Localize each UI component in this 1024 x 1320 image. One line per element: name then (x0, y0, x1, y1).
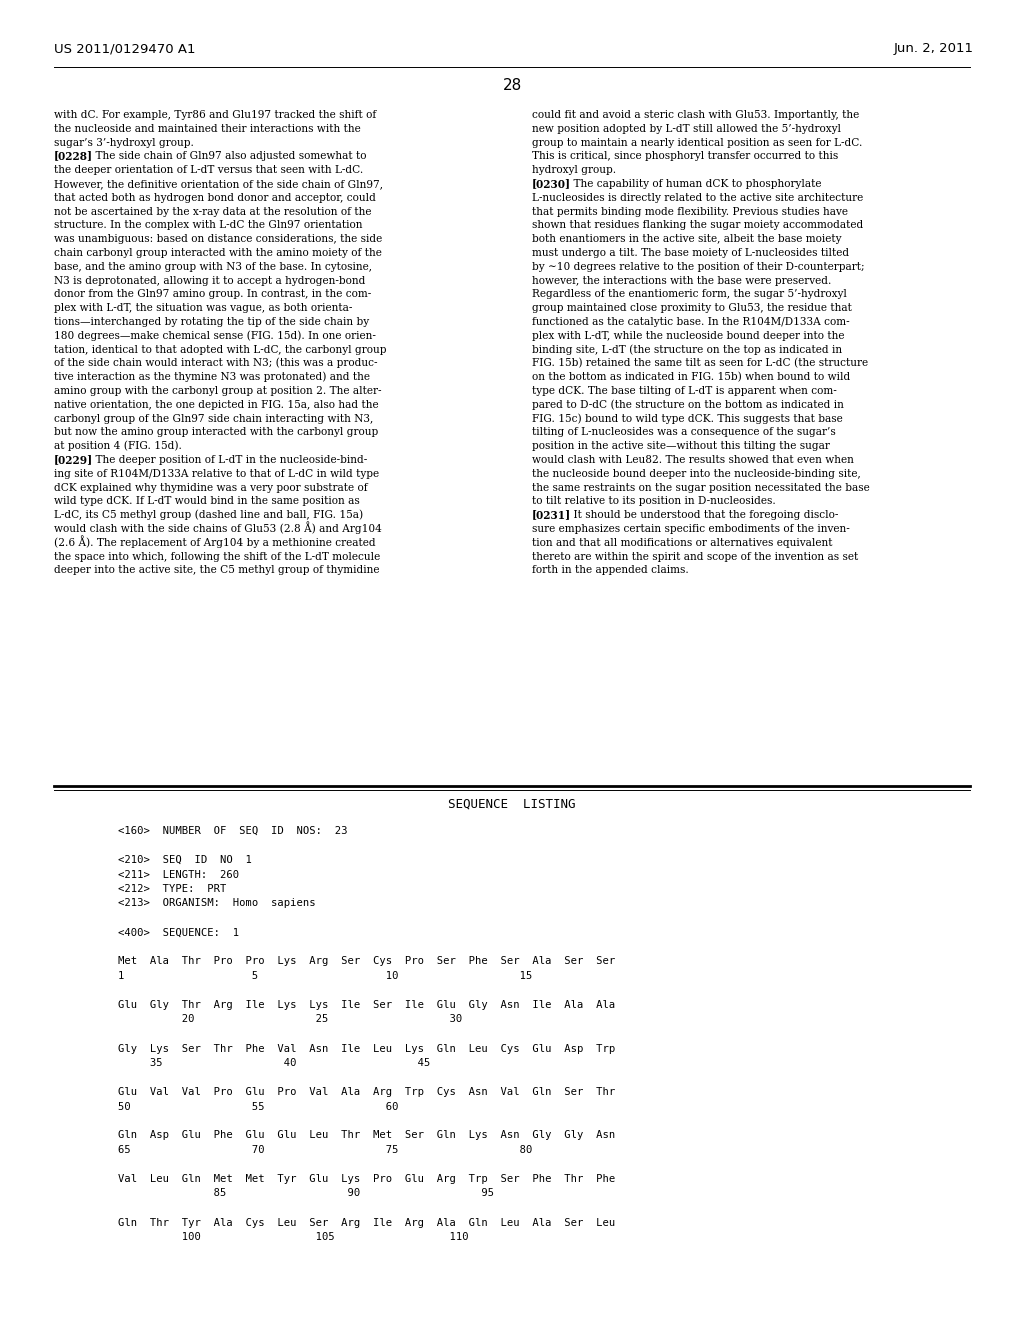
Text: hydroxyl group.: hydroxyl group. (532, 165, 616, 176)
Text: FIG. 15c) bound to wild type dCK. This suggests that base: FIG. 15c) bound to wild type dCK. This s… (532, 413, 843, 424)
Text: tilting of L-nucleosides was a consequence of the sugar’s: tilting of L-nucleosides was a consequen… (532, 428, 836, 437)
Text: that acted both as hydrogen bond donor and acceptor, could: that acted both as hydrogen bond donor a… (54, 193, 376, 203)
Text: sugar’s 3’-hydroxyl group.: sugar’s 3’-hydroxyl group. (54, 137, 194, 148)
Text: base, and the amino group with N3 of the base. In cytosine,: base, and the amino group with N3 of the… (54, 261, 372, 272)
Text: [0229]: [0229] (54, 454, 93, 465)
Text: [0228]: [0228] (54, 150, 93, 161)
Text: both enantiomers in the active site, albeit the base moiety: both enantiomers in the active site, alb… (532, 234, 842, 244)
Text: group to maintain a nearly identical position as seen for L-dC.: group to maintain a nearly identical pos… (532, 137, 862, 148)
Text: L-dC, its C5 methyl group (dashed line and ball, FIG. 15a): L-dC, its C5 methyl group (dashed line a… (54, 510, 364, 520)
Text: was unambiguous: based on distance considerations, the side: was unambiguous: based on distance consi… (54, 234, 382, 244)
Text: structure. In the complex with L-dC the Gln97 orientation: structure. In the complex with L-dC the … (54, 220, 362, 231)
Text: chain carbonyl group interacted with the amino moiety of the: chain carbonyl group interacted with the… (54, 248, 382, 257)
Text: <212>  TYPE:  PRT: <212> TYPE: PRT (118, 884, 226, 894)
Text: functioned as the catalytic base. In the R104M/D133A com-: functioned as the catalytic base. In the… (532, 317, 850, 327)
Text: carbonyl group of the Gln97 side chain interacting with N3,: carbonyl group of the Gln97 side chain i… (54, 413, 374, 424)
Text: Gln  Asp  Glu  Phe  Glu  Glu  Leu  Thr  Met  Ser  Gln  Lys  Asn  Gly  Gly  Asn: Gln Asp Glu Phe Glu Glu Leu Thr Met Ser … (118, 1130, 615, 1140)
Text: type dCK. The base tilting of L-dT is apparent when com-: type dCK. The base tilting of L-dT is ap… (532, 385, 837, 396)
Text: plex with L-dT, the situation was vague, as both orienta-: plex with L-dT, the situation was vague,… (54, 304, 352, 313)
Text: <400>  SEQUENCE:  1: <400> SEQUENCE: 1 (118, 928, 240, 937)
Text: 180 degrees—make chemical sense (FIG. 15d). In one orien-: 180 degrees—make chemical sense (FIG. 15… (54, 330, 376, 341)
Text: [0231]: [0231] (532, 510, 571, 520)
Text: position in the active site—without this tilting the sugar: position in the active site—without this… (532, 441, 829, 451)
Text: shown that residues flanking the sugar moiety accommodated: shown that residues flanking the sugar m… (532, 220, 863, 231)
Text: 35                   40                   45: 35 40 45 (118, 1059, 430, 1068)
Text: the deeper orientation of L-dT versus that seen with L-dC.: the deeper orientation of L-dT versus th… (54, 165, 364, 176)
Text: FIG. 15b) retained the same tilt as seen for L-dC (the structure: FIG. 15b) retained the same tilt as seen… (532, 358, 868, 368)
Text: Glu  Val  Val  Pro  Glu  Pro  Val  Ala  Arg  Trp  Cys  Asn  Val  Gln  Ser  Thr: Glu Val Val Pro Glu Pro Val Ala Arg Trp … (118, 1086, 615, 1097)
Text: sure emphasizes certain specific embodiments of the inven-: sure emphasizes certain specific embodim… (532, 524, 850, 535)
Text: 28: 28 (503, 78, 521, 92)
Text: the nucleoside bound deeper into the nucleoside-binding site,: the nucleoside bound deeper into the nuc… (532, 469, 861, 479)
Text: Glu  Gly  Thr  Arg  Ile  Lys  Lys  Ile  Ser  Ile  Glu  Gly  Asn  Ile  Ala  Ala: Glu Gly Thr Arg Ile Lys Lys Ile Ser Ile … (118, 1001, 615, 1010)
Text: SEQUENCE  LISTING: SEQUENCE LISTING (449, 799, 575, 810)
Text: <160>  NUMBER  OF  SEQ  ID  NOS:  23: <160> NUMBER OF SEQ ID NOS: 23 (118, 826, 347, 836)
Text: must undergo a tilt. The base moiety of L-nucleosides tilted: must undergo a tilt. The base moiety of … (532, 248, 849, 257)
Text: US 2011/0129470 A1: US 2011/0129470 A1 (54, 42, 196, 55)
Text: The side chain of Gln97 also adjusted somewhat to: The side chain of Gln97 also adjusted so… (82, 152, 367, 161)
Text: group maintained close proximity to Glu53, the residue that: group maintained close proximity to Glu5… (532, 304, 852, 313)
Text: tive interaction as the thymine N3 was protonated) and the: tive interaction as the thymine N3 was p… (54, 372, 370, 383)
Text: however, the interactions with the base were preserved.: however, the interactions with the base … (532, 276, 831, 285)
Text: the space into which, following the shift of the L-dT molecule: the space into which, following the shif… (54, 552, 380, 561)
Text: binding site, L-dT (the structure on the top as indicated in: binding site, L-dT (the structure on the… (532, 345, 842, 355)
Text: 65                   70                   75                   80: 65 70 75 80 (118, 1144, 532, 1155)
Text: would clash with the side chains of Glu53 (2.8 Å) and Arg104: would clash with the side chains of Glu5… (54, 521, 382, 535)
Text: N3 is deprotonated, allowing it to accept a hydrogen-bond: N3 is deprotonated, allowing it to accep… (54, 276, 366, 285)
Text: 1                    5                    10                   15: 1 5 10 15 (118, 972, 532, 981)
Text: of the side chain would interact with N3; (this was a produc-: of the side chain would interact with N3… (54, 358, 378, 368)
Text: Jun. 2, 2011: Jun. 2, 2011 (894, 42, 974, 55)
Text: wild type dCK. If L-dT would bind in the same position as: wild type dCK. If L-dT would bind in the… (54, 496, 359, 507)
Text: native orientation, the one depicted in FIG. 15a, also had the: native orientation, the one depicted in … (54, 400, 379, 409)
Text: but now the amino group interacted with the carbonyl group: but now the amino group interacted with … (54, 428, 378, 437)
Text: that permits binding mode flexibility. Previous studies have: that permits binding mode flexibility. P… (532, 207, 848, 216)
Text: <211>  LENGTH:  260: <211> LENGTH: 260 (118, 870, 240, 879)
Text: not be ascertained by the x-ray data at the resolution of the: not be ascertained by the x-ray data at … (54, 207, 372, 216)
Text: by ∼10 degrees relative to the position of their D-counterpart;: by ∼10 degrees relative to the position … (532, 261, 864, 272)
Text: The capability of human dCK to phosphorylate: The capability of human dCK to phosphory… (560, 180, 822, 189)
Text: Regardless of the enantiomeric form, the sugar 5’-hydroxyl: Regardless of the enantiomeric form, the… (532, 289, 847, 300)
Text: Val  Leu  Gln  Met  Met  Tyr  Glu  Lys  Pro  Glu  Arg  Trp  Ser  Phe  Thr  Phe: Val Leu Gln Met Met Tyr Glu Lys Pro Glu … (118, 1173, 615, 1184)
Text: the same restraints on the sugar position necessitated the base: the same restraints on the sugar positio… (532, 483, 869, 492)
Text: tions—interchanged by rotating the tip of the side chain by: tions—interchanged by rotating the tip o… (54, 317, 369, 327)
Text: donor from the Gln97 amino group. In contrast, in the com-: donor from the Gln97 amino group. In con… (54, 289, 372, 300)
Text: dCK explained why thymidine was a very poor substrate of: dCK explained why thymidine was a very p… (54, 483, 368, 492)
Text: The deeper position of L-dT in the nucleoside-bind-: The deeper position of L-dT in the nucle… (82, 455, 368, 465)
Text: 85                   90                   95: 85 90 95 (118, 1188, 495, 1199)
Text: could fit and avoid a steric clash with Glu53. Importantly, the: could fit and avoid a steric clash with … (532, 110, 859, 120)
Text: Gln  Thr  Tyr  Ala  Cys  Leu  Ser  Arg  Ile  Arg  Ala  Gln  Leu  Ala  Ser  Leu: Gln Thr Tyr Ala Cys Leu Ser Arg Ile Arg … (118, 1217, 615, 1228)
Text: at position 4 (FIG. 15d).: at position 4 (FIG. 15d). (54, 441, 182, 451)
Text: to tilt relative to its position in D-nucleosides.: to tilt relative to its position in D-nu… (532, 496, 776, 507)
Text: L-nucleosides is directly related to the active site architecture: L-nucleosides is directly related to the… (532, 193, 863, 203)
Text: Met  Ala  Thr  Pro  Pro  Lys  Arg  Ser  Cys  Pro  Ser  Phe  Ser  Ala  Ser  Ser: Met Ala Thr Pro Pro Lys Arg Ser Cys Pro … (118, 957, 615, 966)
Text: new position adopted by L-dT still allowed the 5’-hydroxyl: new position adopted by L-dT still allow… (532, 124, 841, 133)
Text: tation, identical to that adopted with L-dC, the carbonyl group: tation, identical to that adopted with L… (54, 345, 386, 355)
Text: [0230]: [0230] (532, 178, 571, 189)
Text: ing site of R104M/D133A relative to that of L-dC in wild type: ing site of R104M/D133A relative to that… (54, 469, 379, 479)
Text: deeper into the active site, the C5 methyl group of thymidine: deeper into the active site, the C5 meth… (54, 565, 380, 576)
Text: plex with L-dT, while the nucleoside bound deeper into the: plex with L-dT, while the nucleoside bou… (532, 331, 845, 341)
Text: It should be understood that the foregoing disclo-: It should be understood that the foregoi… (560, 511, 839, 520)
Text: forth in the appended claims.: forth in the appended claims. (532, 565, 689, 576)
Text: 100                  105                  110: 100 105 110 (118, 1232, 469, 1242)
Text: However, the definitive orientation of the side chain of Gln97,: However, the definitive orientation of t… (54, 180, 383, 189)
Text: amino group with the carbonyl group at position 2. The alter-: amino group with the carbonyl group at p… (54, 385, 382, 396)
Text: <213>  ORGANISM:  Homo  sapiens: <213> ORGANISM: Homo sapiens (118, 899, 315, 908)
Text: the nucleoside and maintained their interactions with the: the nucleoside and maintained their inte… (54, 124, 360, 133)
Text: 50                   55                   60: 50 55 60 (118, 1101, 398, 1111)
Text: with dC. For example, Tyr86 and Glu197 tracked the shift of: with dC. For example, Tyr86 and Glu197 t… (54, 110, 376, 120)
Text: This is critical, since phosphoryl transfer occurred to this: This is critical, since phosphoryl trans… (532, 152, 839, 161)
Text: <210>  SEQ  ID  NO  1: <210> SEQ ID NO 1 (118, 855, 252, 865)
Text: would clash with Leu82. The results showed that even when: would clash with Leu82. The results show… (532, 455, 854, 465)
Text: 20                   25                   30: 20 25 30 (118, 1015, 462, 1024)
Text: on the bottom as indicated in FIG. 15b) when bound to wild: on the bottom as indicated in FIG. 15b) … (532, 372, 850, 383)
Text: pared to D-dC (the structure on the bottom as indicated in: pared to D-dC (the structure on the bott… (532, 399, 844, 409)
Text: tion and that all modifications or alternatives equivalent: tion and that all modifications or alter… (532, 537, 833, 548)
Text: thereto are within the spirit and scope of the invention as set: thereto are within the spirit and scope … (532, 552, 858, 561)
Text: (2.6 Å). The replacement of Arg104 by a methionine created: (2.6 Å). The replacement of Arg104 by a … (54, 535, 376, 548)
Text: Gly  Lys  Ser  Thr  Phe  Val  Asn  Ile  Leu  Lys  Gln  Leu  Cys  Glu  Asp  Trp: Gly Lys Ser Thr Phe Val Asn Ile Leu Lys … (118, 1044, 615, 1053)
